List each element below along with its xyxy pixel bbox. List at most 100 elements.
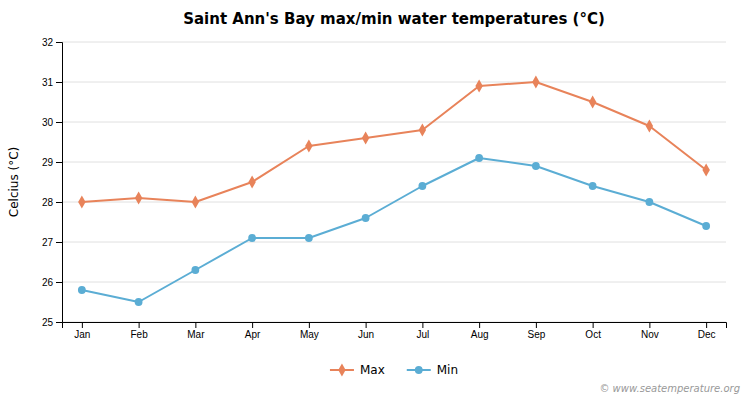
series-marker: [532, 76, 539, 89]
grid-line: [62, 282, 726, 283]
series-marker: [248, 234, 256, 242]
x-tick-mark: [422, 322, 423, 328]
x-tick: Mar: [187, 322, 205, 340]
x-tick: Jun: [358, 322, 374, 340]
y-tick-mark: [56, 82, 62, 83]
legend-swatch-marker: [415, 366, 423, 374]
series-marker: [135, 298, 143, 306]
y-tick-label: 26: [42, 277, 54, 288]
series-marker: [589, 182, 597, 190]
y-tick: 31: [42, 77, 62, 88]
x-tick-label: Jun: [358, 329, 374, 340]
series-marker: [305, 140, 312, 153]
series-marker: [702, 222, 710, 230]
y-tick-mark: [56, 202, 62, 203]
series-marker: [192, 196, 199, 209]
legend-swatch-marker: [338, 364, 345, 377]
series-marker: [419, 124, 426, 137]
grid-line: [62, 42, 726, 43]
x-tick-mark: [479, 322, 480, 328]
series-marker: [475, 80, 482, 93]
series-marker: [645, 198, 653, 206]
x-tick: Aug: [471, 322, 489, 340]
y-tick-label: 27: [42, 237, 54, 248]
grid: [62, 42, 726, 322]
x-tick-label: Oct: [585, 329, 601, 340]
x-tick-label: Nov: [641, 329, 659, 340]
y-axis-title: Celcius (°C): [7, 147, 21, 217]
series-marker: [135, 192, 142, 205]
legend-item: Min: [407, 363, 458, 377]
y-tick-mark: [56, 42, 62, 43]
legend: Max Min: [330, 363, 458, 377]
x-axis: Jan Feb Mar Apr May Jun Jul Aug Sep Oct Nov Dec: [63, 322, 727, 340]
y-tick-mark: [56, 242, 62, 243]
x-tick-mark: [195, 322, 196, 328]
x-tick-label: Sep: [527, 329, 545, 340]
x-tick-mark: [536, 322, 537, 328]
x-tick: Dec: [698, 322, 716, 340]
x-tick-mark: [593, 322, 594, 328]
series-marker: [78, 196, 85, 209]
x-tick-mark: [309, 322, 310, 328]
y-tick-label: 28: [42, 197, 54, 208]
data-layer: [78, 76, 710, 306]
y-tick: 25: [42, 317, 62, 328]
x-tick: Apr: [245, 322, 261, 340]
x-tick-label: Aug: [471, 329, 489, 340]
y-tick-label: 30: [42, 117, 54, 128]
series-marker: [646, 120, 653, 133]
x-tick-label: Mar: [187, 329, 205, 340]
series-marker: [702, 164, 709, 177]
grid-line: [62, 242, 726, 243]
x-tick-label: Dec: [698, 329, 716, 340]
y-tick: 27: [42, 237, 62, 248]
y-tick-mark: [56, 122, 62, 123]
grid-line: [62, 82, 726, 83]
x-tick: Jan: [74, 322, 90, 340]
x-tick-mark: [82, 322, 83, 328]
series-line: [82, 158, 706, 302]
x-tick-mark: [706, 322, 707, 328]
x-tick: Jul: [416, 322, 429, 340]
series-marker: [191, 266, 199, 274]
x-axis-line: [63, 323, 727, 329]
series-marker: [305, 234, 313, 242]
y-axis-line: [56, 43, 63, 323]
x-tick-label: May: [300, 329, 319, 340]
x-tick-mark: [366, 322, 367, 328]
series-marker: [248, 176, 255, 189]
y-tick: 28: [42, 197, 62, 208]
x-tick: Nov: [641, 322, 659, 340]
y-tick-label: 29: [42, 157, 54, 168]
series-marker: [362, 214, 370, 222]
y-tick: 29: [42, 157, 62, 168]
grid-line: [62, 162, 726, 163]
x-tick: Feb: [130, 322, 148, 340]
x-tick-label: Jul: [416, 329, 429, 340]
x-tick-label: Jan: [74, 329, 90, 340]
y-tick: 30: [42, 117, 62, 128]
legend-label: Max: [360, 363, 385, 377]
legend-label: Min: [437, 363, 458, 377]
plot-area: 25 26 27 28 29 30 31 32 Jan Feb Mar Apr May Jun Jul Aug…: [42, 37, 727, 340]
series-marker: [78, 286, 86, 294]
watermark: © www.seatemperature.org: [599, 383, 740, 394]
legend-item: Max: [330, 363, 385, 377]
series-marker: [532, 162, 540, 170]
series-marker: [418, 182, 426, 190]
x-tick: Oct: [585, 322, 601, 340]
y-axis: 25 26 27 28 29 30 31 32: [42, 37, 63, 328]
chart: 25 26 27 28 29 30 31 32 Jan Feb Mar Apr May Jun Jul Aug…: [0, 0, 750, 400]
y-tick-label: 25: [42, 317, 54, 328]
y-tick: 32: [42, 37, 62, 48]
y-tick: 26: [42, 277, 62, 288]
x-tick-label: Feb: [130, 329, 148, 340]
x-tick: Sep: [527, 322, 545, 340]
x-tick-mark: [139, 322, 140, 328]
series-marker: [475, 154, 483, 162]
series-marker: [589, 96, 596, 109]
y-tick-label: 32: [42, 37, 54, 48]
series-marker: [362, 132, 369, 145]
x-tick-mark: [649, 322, 650, 328]
